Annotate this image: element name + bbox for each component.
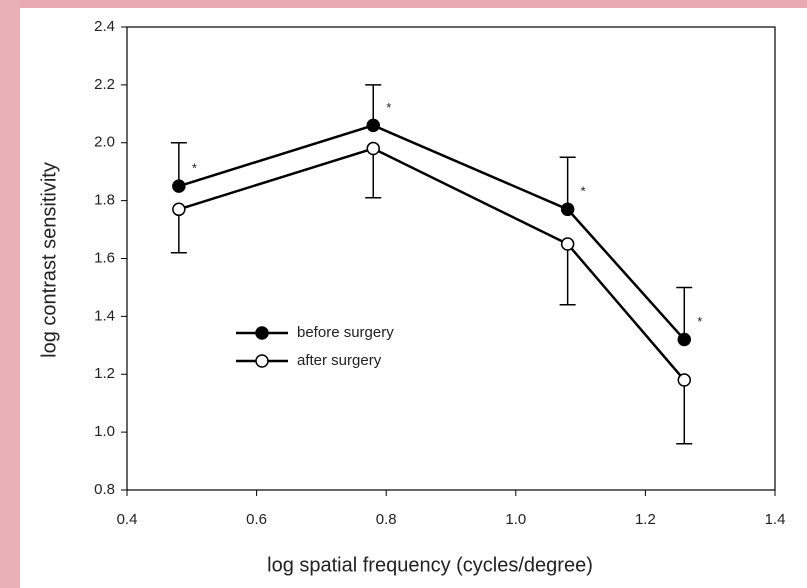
marker: [560, 202, 575, 217]
x-tick-label: 0.8: [376, 511, 397, 528]
x-tick-label: 0.4: [117, 511, 138, 528]
marker: [677, 332, 692, 347]
marker: [560, 237, 575, 251]
y-tick-label: 1.2: [94, 365, 115, 382]
y-tick-label: 2.2: [94, 76, 115, 93]
marker: [366, 118, 380, 133]
y-tick-label: 1.6: [94, 249, 115, 266]
y-tick-label: 0.8: [94, 481, 115, 498]
x-tick-label: 1.4: [765, 511, 786, 528]
legend-marker: [255, 326, 269, 340]
marker: [172, 202, 186, 217]
x-tick-label: 0.6: [246, 511, 267, 528]
left-border: [0, 0, 20, 588]
y-tick-label: 1.0: [94, 423, 115, 440]
marker: [677, 373, 692, 387]
annotation: *: [192, 161, 197, 176]
annotation: *: [697, 314, 702, 329]
top-border: [0, 0, 807, 8]
x-axis-label: log spatial frequency (cycles/degree): [267, 554, 593, 576]
series-line: [178, 124, 686, 341]
y-tick-label: 1.4: [94, 307, 115, 324]
marker: [366, 141, 380, 156]
marker: [172, 179, 186, 193]
legend-marker: [255, 354, 269, 368]
y-tick-label: 2.0: [94, 134, 115, 151]
x-tick-label: 1.0: [505, 511, 526, 528]
panel: [20, 8, 807, 588]
annotation: *: [386, 100, 391, 115]
x-tick-label: 1.2: [635, 511, 656, 528]
y-tick-label: 2.4: [94, 18, 115, 35]
series-line: [178, 147, 686, 381]
annotation: *: [581, 184, 586, 199]
y-tick-label: 1.8: [94, 192, 115, 209]
legend-label: after surgery: [297, 352, 382, 369]
y-axis-label: log contrast sensitivity: [38, 162, 60, 358]
legend-label: before surgery: [297, 324, 394, 341]
